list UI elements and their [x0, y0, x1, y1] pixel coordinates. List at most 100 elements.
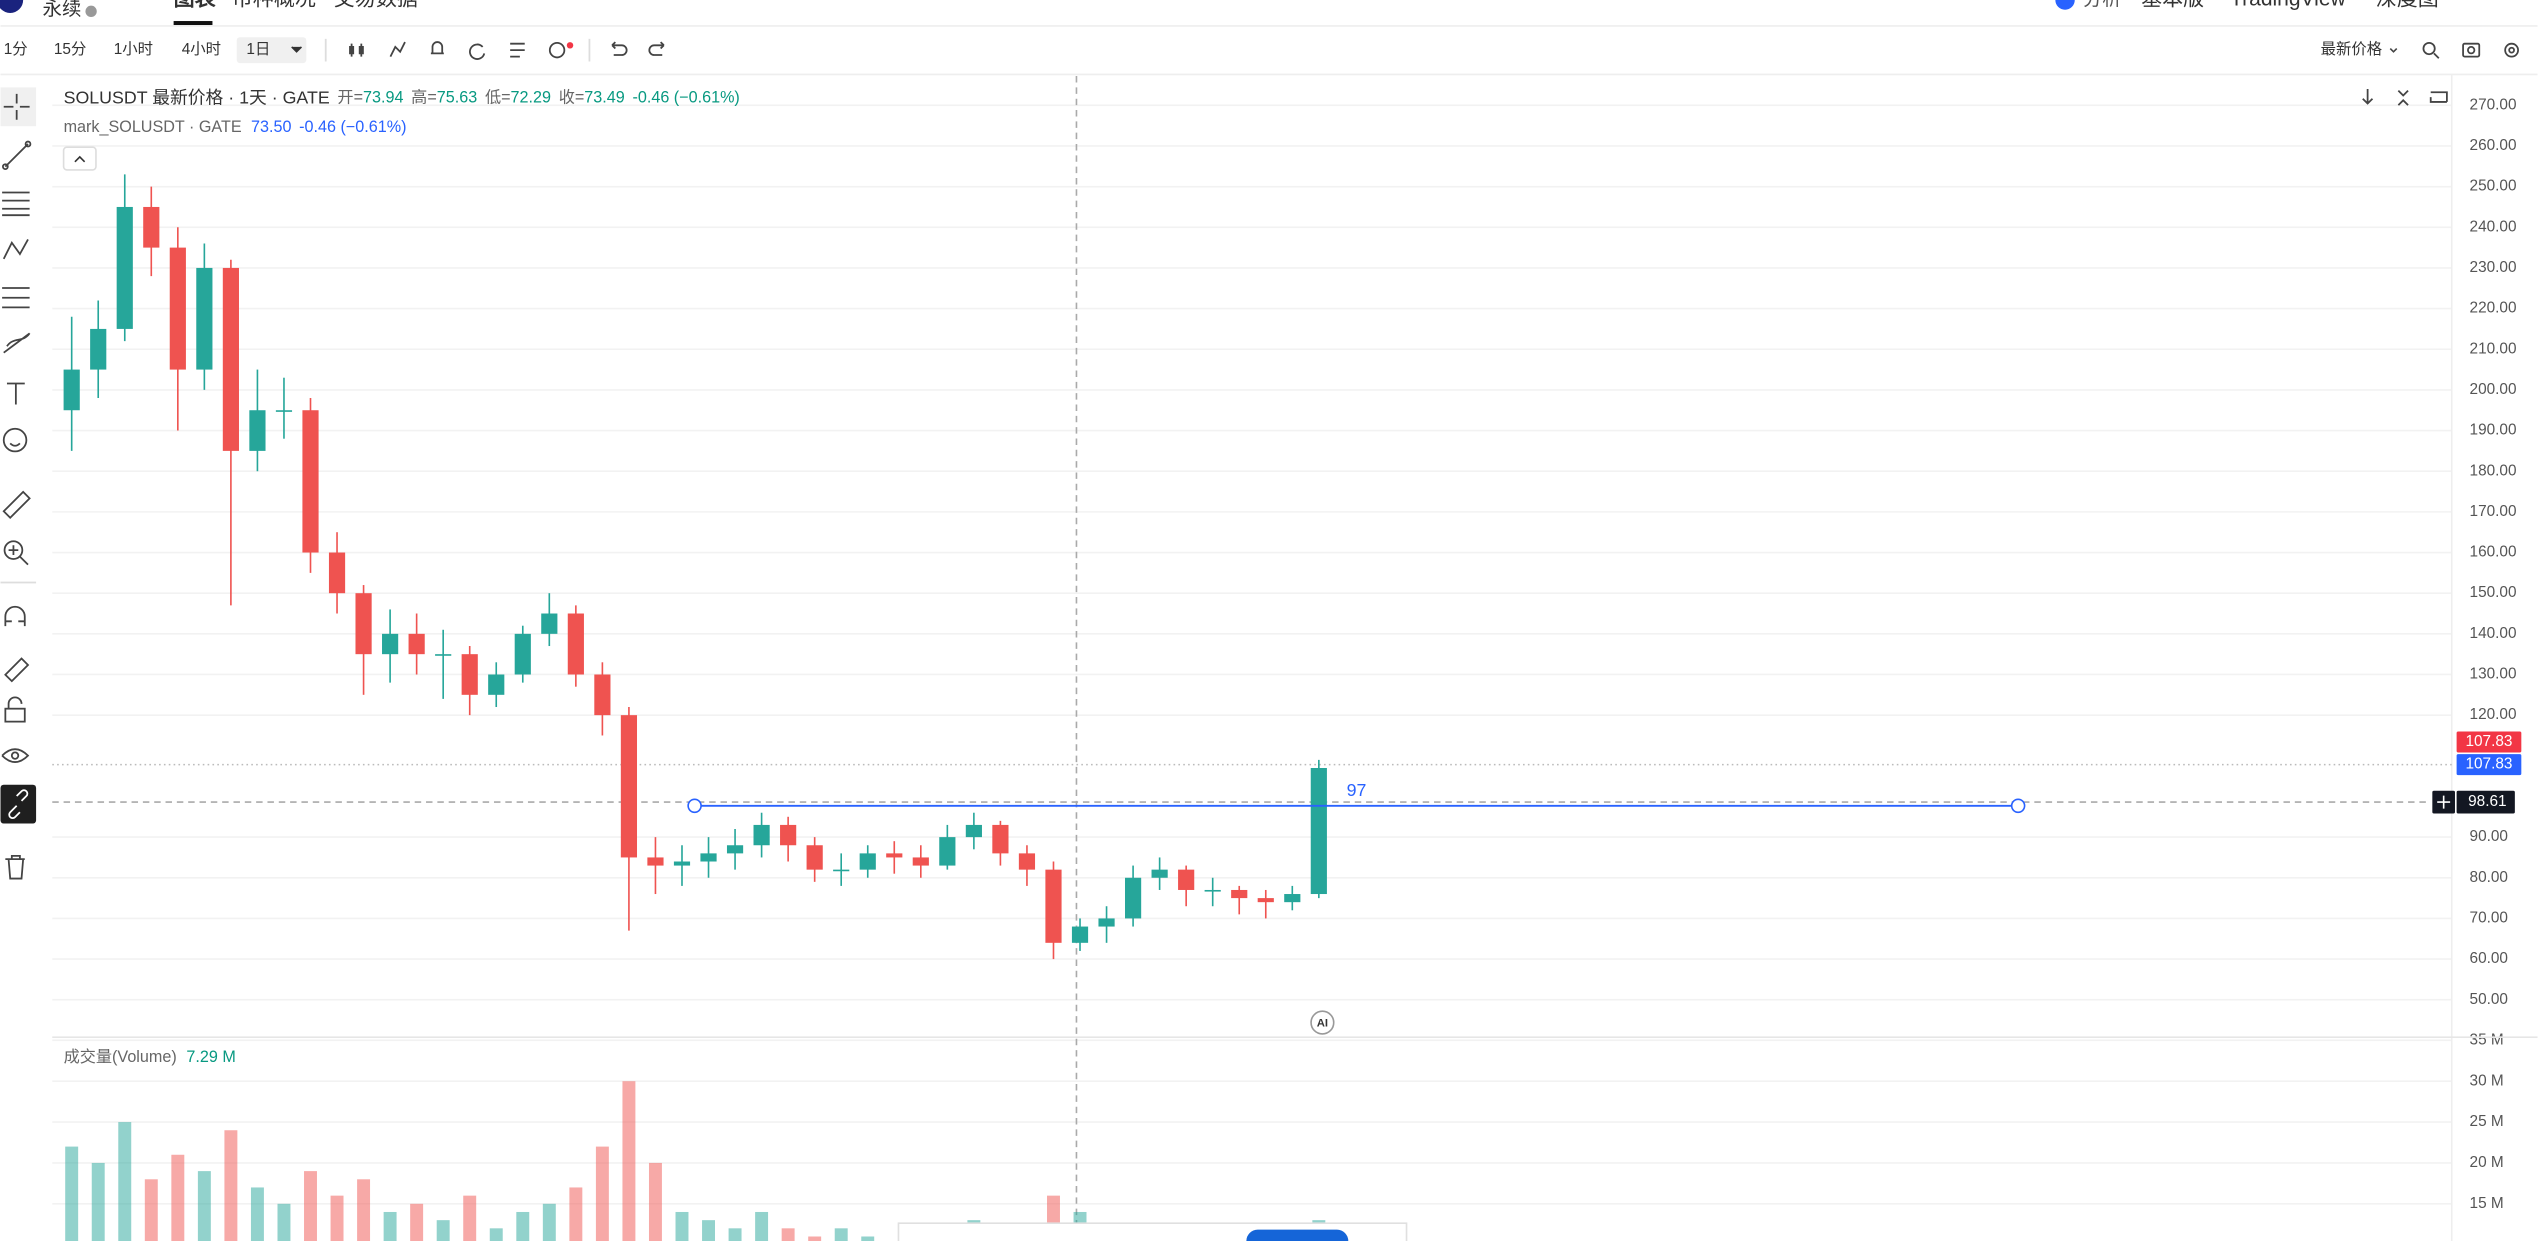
- legend-label: 开=: [337, 89, 363, 107]
- candle-body: [435, 654, 452, 656]
- candle-body: [1071, 926, 1089, 943]
- candle-body: [912, 857, 929, 866]
- y-tick-label: 15 M: [2470, 1195, 2504, 1212]
- volume-title-text: 成交量(Volume): [64, 1048, 177, 1066]
- y-tick-label: 220.00: [2470, 300, 2517, 317]
- tab-underline: [173, 21, 213, 26]
- candle-body: [859, 853, 876, 870]
- volume-bar: [277, 1203, 291, 1241]
- bottom-button[interactable]: [1246, 1229, 1349, 1241]
- candle-body: [886, 853, 903, 858]
- nav-right[interactable]: 基本版: [2141, 0, 2204, 11]
- y-tick-label: 250.00: [2470, 178, 2517, 195]
- interval[interactable]: 1分: [4, 40, 28, 58]
- candle-body: [275, 410, 293, 412]
- candle-body: [992, 824, 1009, 854]
- interval-selected: [236, 37, 307, 64]
- volume-bar: [808, 1236, 822, 1241]
- legend: SOLUSDT 最新价格 · 1天 · GATE 开=73.94 高=75.63…: [64, 87, 740, 107]
- candle-body: [461, 654, 478, 695]
- plot: 97 107.83 107.83 98.61: [52, 76, 2522, 1241]
- volume-bar: [622, 1081, 636, 1241]
- dropdown-caret: [2389, 47, 2398, 53]
- candle-body: [1151, 869, 1168, 878]
- nav-right[interactable]: TradingView: [2230, 0, 2346, 11]
- y-tick-label: 160.00: [2470, 544, 2517, 561]
- candle-body: [939, 837, 956, 866]
- candle-body: [222, 267, 239, 451]
- mark-symbol: mark_SOLUSDT · GATE: [64, 118, 242, 136]
- right-icons: [2422, 41, 2519, 59]
- volume-bar: [436, 1220, 450, 1241]
- candle-body: [567, 613, 584, 675]
- candle-body: [620, 715, 638, 858]
- y-tick-label: 230.00: [2470, 259, 2517, 276]
- y-tick-label: 35 M: [2470, 1031, 2504, 1048]
- grid: 270.00 260.00 250.00 240.00 230.00 220.00 210.…: [52, 96, 2517, 1212]
- candle-body: [647, 857, 664, 866]
- nav-tab[interactable]: 币种概况: [232, 0, 316, 11]
- volume-title: 成交量(Volume) 7.29 M: [64, 1048, 236, 1066]
- volume-bar: [463, 1195, 477, 1241]
- candle-body: [1310, 768, 1327, 895]
- y-tick-label: 50.00: [2470, 991, 2508, 1008]
- volume-bar: [702, 1220, 715, 1241]
- candle-body: [1124, 877, 1142, 919]
- candle-body: [965, 824, 982, 838]
- crosshair-add-icon: [2437, 795, 2451, 809]
- candle-body: [1231, 889, 1248, 899]
- y-tick-label: 260.00: [2470, 137, 2517, 154]
- volume-last: 7.29 M: [186, 1048, 235, 1066]
- price-tag-label: 107.83: [2465, 756, 2512, 773]
- interval[interactable]: 4小时: [182, 40, 221, 58]
- price-tag: [2456, 754, 2522, 776]
- nav-right[interactable]: 分析: [2083, 0, 2122, 10]
- legend-value: 72.29: [511, 89, 551, 107]
- candle-body: [1045, 869, 1062, 943]
- legend-label: 高=: [411, 89, 437, 107]
- market: 永续: [43, 0, 82, 20]
- volume-bar: [834, 1228, 848, 1241]
- intervals: 1分 15分 1小时 4小时 1日: [4, 37, 307, 64]
- y-tick-label: 270.00: [2470, 96, 2517, 113]
- candle-body: [514, 633, 531, 675]
- toolbar-icons: [324, 38, 665, 62]
- ai-button[interactable]: [1310, 1010, 1335, 1035]
- volume-bar: [357, 1179, 371, 1241]
- volume-bar: [383, 1211, 397, 1241]
- candle-body: [1018, 853, 1036, 870]
- collapse-button[interactable]: [62, 146, 97, 171]
- interval[interactable]: 1小时: [114, 40, 153, 58]
- interval[interactable]: 1日: [246, 41, 270, 58]
- y-tick-label: 210.00: [2470, 340, 2517, 357]
- candle-body: [249, 410, 266, 451]
- legend-label: 收=: [559, 89, 585, 107]
- nav-tab[interactable]: 交易数据: [334, 0, 418, 11]
- volume-bar: [118, 1122, 132, 1241]
- price-tag: [2456, 731, 2522, 753]
- volume-bar: [489, 1228, 503, 1241]
- volume-bar: [595, 1146, 609, 1241]
- nav-tab[interactable]: 图表: [174, 0, 217, 11]
- candle-body: [594, 674, 611, 716]
- volume-bar: [330, 1195, 344, 1241]
- volume-bar: [516, 1211, 530, 1241]
- volume-bar: [144, 1179, 158, 1241]
- legend-change: -0.46 (−0.61%): [632, 89, 739, 107]
- candle-body: [382, 633, 399, 655]
- line-handle[interactable]: [2010, 798, 2026, 814]
- interval[interactable]: 15分: [54, 40, 86, 58]
- line-handle[interactable]: [687, 798, 702, 814]
- candle-body: [302, 410, 319, 553]
- volume-bar: [304, 1171, 317, 1241]
- volume-bar: [675, 1211, 689, 1241]
- y-tick-label: 80.00: [2470, 869, 2508, 886]
- candle-body: [328, 552, 346, 594]
- y-tick-label: 30 M: [2470, 1072, 2504, 1089]
- nav-right[interactable]: 深度图: [2376, 0, 2439, 11]
- legend-symbol: SOLUSDT 最新价格 · 1天 · GATE: [64, 87, 330, 107]
- volume-bar: [224, 1130, 238, 1241]
- volume-bar: [542, 1203, 556, 1241]
- price-mode[interactable]: 最新价格: [2321, 40, 2382, 58]
- volume-bar: [755, 1211, 769, 1241]
